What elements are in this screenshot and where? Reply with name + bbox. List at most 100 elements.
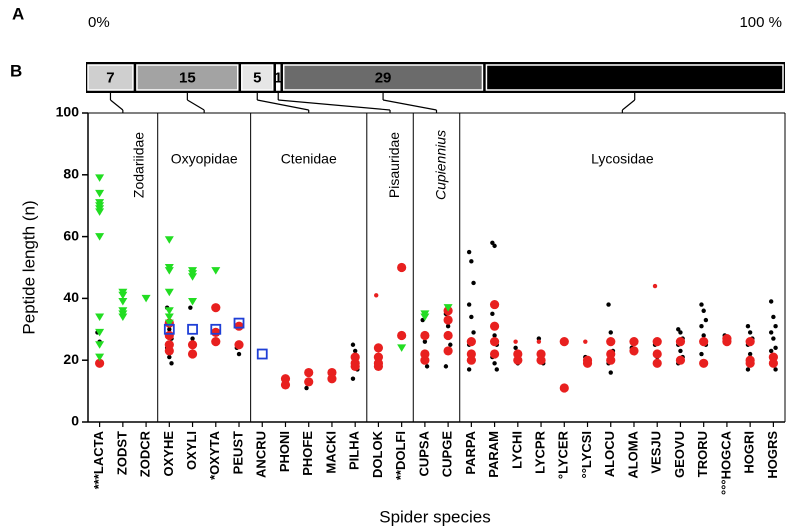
point [699,337,709,347]
point [675,337,686,347]
point [167,354,172,360]
point [420,313,430,321]
point [443,346,453,356]
point [489,299,500,310]
point [424,364,430,369]
y-tick-label: 40 [63,289,79,305]
point [304,367,314,378]
point [513,339,518,344]
point [466,302,472,307]
x-tick-label: ***LACTA [91,430,106,489]
point [210,323,222,335]
point [608,330,613,335]
point [164,313,174,321]
x-tick-label: **DOLFI [393,431,408,480]
point [466,337,476,347]
point [583,339,588,344]
y-tick-label: 0 [71,413,79,429]
point [420,330,430,341]
point [211,303,221,313]
point [95,313,105,321]
x-tick-label: °°°HOGCA [718,430,733,495]
point [675,355,686,365]
point [95,233,105,241]
x-tick-label: MACKI [323,431,338,474]
x-tick-label: ALOCU [602,431,617,477]
point [773,367,778,372]
family-label: Cupiennius [432,130,448,200]
segment-label: 1 [274,69,282,86]
point [466,355,476,365]
x-tick-label: PILHA [347,430,362,470]
point [701,308,706,313]
x-tick-label: ZODST [114,431,129,475]
point [187,340,198,350]
segment-label: 7 [106,69,114,86]
point [559,337,569,347]
point [304,385,309,391]
point [327,374,337,384]
point [164,288,174,297]
x-tick-label: HOGRS [765,431,780,479]
point [118,291,128,300]
point [169,361,174,366]
point [141,294,151,303]
point [471,280,476,286]
point [95,174,105,182]
x-axis-title: Spider species [379,507,491,526]
point [443,330,453,341]
point [443,315,453,325]
point [422,339,428,344]
point [397,344,407,352]
point [95,353,105,362]
point [350,342,356,347]
point [745,358,755,368]
point [768,348,774,354]
point [652,337,662,347]
point [492,361,497,366]
point [236,351,242,357]
point [629,346,639,356]
point [234,321,244,331]
point [466,367,472,372]
point [211,267,221,275]
point [211,327,221,337]
point [536,336,542,341]
point [703,317,709,323]
point [489,337,500,347]
y-tick-label: 20 [63,351,79,367]
y-axis-title: Peptide length (n) [19,200,38,334]
y-tick-label: 60 [63,227,79,243]
x-tick-label: ZODCR [138,430,153,477]
point [559,383,569,393]
point [448,342,453,347]
point [699,324,704,329]
point [494,367,499,372]
point [280,380,291,390]
point [536,339,542,344]
family-label: Oxyopidae [171,151,238,167]
point [606,355,616,365]
point [466,249,472,255]
point [747,351,753,357]
x-tick-label: PHOFE [300,431,315,476]
point [513,345,518,351]
point [350,361,360,371]
point [513,355,523,365]
x-tick-label: ANCRU [254,431,269,478]
point [676,327,681,332]
x-tick-label: °LYCER [556,430,571,479]
point [95,358,105,368]
point [722,337,732,347]
point [397,330,407,341]
point [773,324,778,329]
point [234,340,244,350]
x-tick-label: OXYLI [184,431,199,470]
point [187,349,198,359]
point [745,324,751,329]
panel-letter: B [10,61,22,80]
x-tick-label: PARAM [486,431,501,478]
point [164,330,174,341]
point [745,337,755,347]
